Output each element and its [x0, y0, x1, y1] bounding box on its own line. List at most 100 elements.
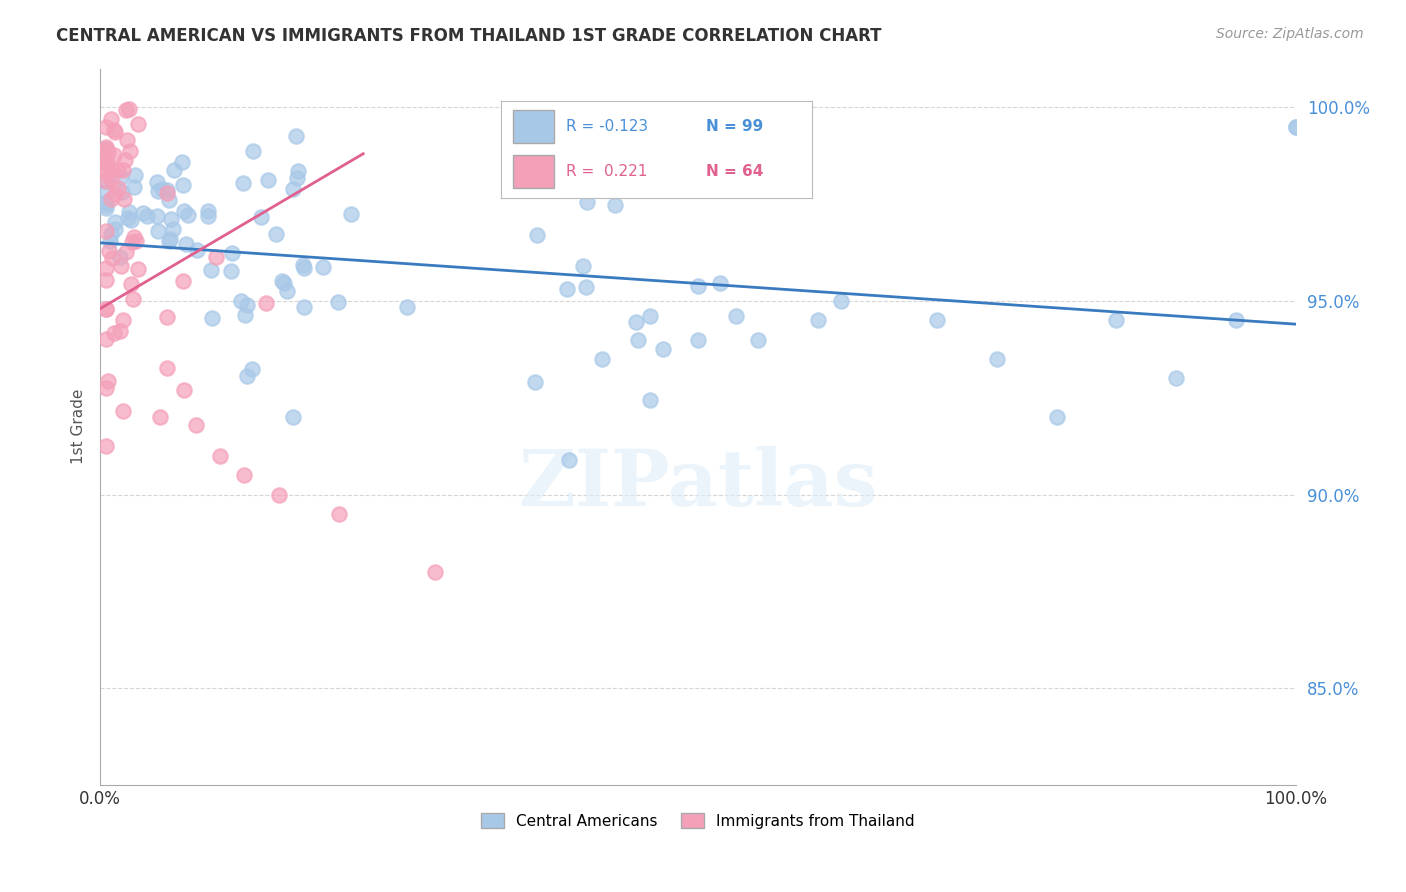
Text: CENTRAL AMERICAN VS IMMIGRANTS FROM THAILAND 1ST GRADE CORRELATION CHART: CENTRAL AMERICAN VS IMMIGRANTS FROM THAI… [56, 27, 882, 45]
Point [423, 565, 446, 579]
Point [603, 197, 626, 211]
Point [120, 213, 142, 227]
Point [292, 258, 315, 272]
Point [97, 374, 120, 388]
Point [94, 185, 117, 199]
Y-axis label: 1st Grade: 1st Grade [72, 389, 86, 465]
Text: ZIPatlas: ZIPatlas [519, 446, 877, 522]
Point [396, 300, 419, 314]
Point [576, 194, 599, 209]
Point [156, 310, 179, 325]
Point [157, 194, 180, 208]
Point [163, 163, 186, 178]
Point [94, 174, 117, 188]
Point [651, 342, 673, 356]
Point [122, 292, 145, 306]
Point [173, 203, 195, 218]
Point [235, 298, 257, 312]
Point [232, 176, 254, 190]
Point [94, 439, 117, 453]
Point [256, 173, 278, 187]
Point [114, 153, 136, 167]
Point [170, 154, 193, 169]
Point [94, 273, 117, 287]
Point [94, 142, 117, 156]
Point [558, 452, 581, 467]
Point [236, 368, 259, 383]
Point [281, 409, 304, 424]
Point [284, 128, 307, 143]
Point [94, 143, 117, 157]
Point [269, 487, 291, 501]
Point [110, 324, 132, 338]
Point [1105, 313, 1128, 327]
Point [146, 209, 169, 223]
Point [146, 175, 169, 189]
Point [110, 259, 132, 273]
Point [1166, 371, 1188, 385]
Point [221, 246, 243, 260]
Point [149, 410, 172, 425]
Point [94, 332, 117, 346]
Point [121, 235, 143, 249]
Point [1285, 120, 1308, 134]
Point [266, 227, 288, 242]
Point [219, 264, 242, 278]
Point [281, 182, 304, 196]
Point [94, 201, 117, 215]
Legend: Central Americans, Immigrants from Thailand: Central Americans, Immigrants from Thail… [475, 806, 921, 835]
Point [240, 362, 263, 376]
Point [339, 207, 361, 221]
Point [115, 103, 138, 117]
Point [328, 507, 350, 521]
Point [122, 180, 145, 194]
Point [1285, 120, 1308, 134]
Point [94, 301, 117, 316]
Point [94, 152, 117, 166]
Point [292, 261, 315, 276]
Point [103, 326, 125, 340]
Point [146, 184, 169, 198]
Point [125, 234, 148, 248]
Point [94, 120, 117, 134]
Point [638, 392, 661, 407]
Point [127, 117, 149, 131]
Point [292, 300, 315, 314]
Point [806, 313, 828, 327]
Point [276, 284, 298, 298]
Point [111, 403, 134, 417]
Point [162, 222, 184, 236]
Point [94, 195, 117, 210]
Point [287, 164, 309, 178]
Point [686, 333, 709, 347]
Point [94, 382, 117, 396]
Point [115, 132, 138, 146]
Point [747, 333, 769, 347]
Point [107, 181, 129, 195]
Point [208, 449, 231, 463]
Point [156, 186, 179, 200]
Point [156, 182, 179, 196]
Point [118, 204, 141, 219]
Point [100, 112, 122, 126]
Point [146, 224, 169, 238]
Point [100, 161, 122, 176]
Point [94, 260, 117, 275]
Point [201, 310, 224, 325]
Point [132, 206, 155, 220]
Point [575, 280, 598, 294]
Point [156, 361, 179, 376]
Point [197, 209, 219, 223]
Point [104, 125, 127, 139]
Point [242, 145, 264, 159]
Point [173, 384, 195, 398]
Point [124, 169, 146, 183]
Point [229, 293, 252, 308]
Point [104, 187, 127, 202]
Point [591, 351, 613, 366]
Point [98, 234, 121, 248]
Point [526, 228, 548, 243]
Point [311, 260, 333, 275]
Point [94, 140, 117, 154]
Point [94, 301, 117, 316]
